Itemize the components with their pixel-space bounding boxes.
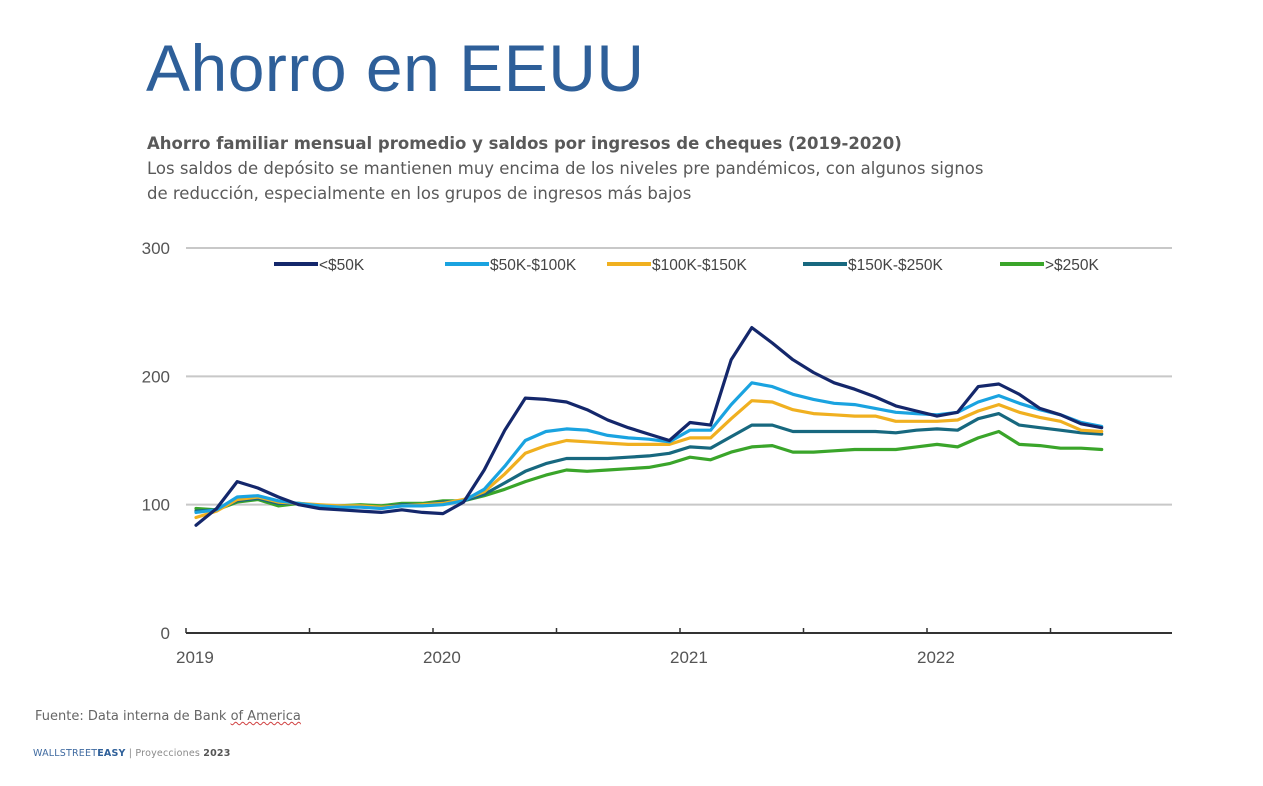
y-tick-label-100: 100 bbox=[142, 496, 170, 515]
legend-item-3: $150K-$250K bbox=[803, 257, 943, 274]
series-line-0 bbox=[194, 326, 1104, 527]
y-tick-label-200: 200 bbox=[142, 367, 170, 386]
legend-item-4: >$250K bbox=[1000, 257, 1100, 274]
brand-wallstreet: WALLSTREET bbox=[33, 748, 98, 759]
source-text-underlined: of America bbox=[230, 709, 301, 724]
legend-label: $50K-$100K bbox=[490, 257, 577, 274]
y-tick-label-300: 300 bbox=[142, 239, 170, 258]
brand-easy: EASY bbox=[97, 748, 126, 759]
page-title: Ahorro en EEUU bbox=[146, 31, 645, 105]
x-tick-label-2021: 2021 bbox=[670, 648, 708, 667]
line-chart: 0 100 200 300 2019 2020 2021 2022 <$50K $50K-$1… bbox=[142, 239, 1172, 667]
source-text: Fuente: Data interna de Bank bbox=[35, 709, 231, 724]
y-axis-tick-labels: 0 100 200 300 bbox=[142, 239, 170, 643]
legend-label: <$50K bbox=[319, 257, 365, 274]
legend-item-1: $50K-$100K bbox=[445, 257, 577, 274]
y-tick-label-0: 0 bbox=[161, 624, 170, 643]
legend-item-2: $100K-$150K bbox=[607, 257, 747, 274]
brand-year: 2023 bbox=[203, 748, 231, 759]
x-axis bbox=[185, 628, 1172, 634]
legend-label: >$250K bbox=[1045, 257, 1100, 274]
legend: <$50K $50K-$100K $100K-$150K $150K-$250K >$2… bbox=[274, 257, 1100, 274]
legend-label: $100K-$150K bbox=[652, 257, 747, 274]
brand-separator: | bbox=[125, 748, 136, 759]
chart-description-line-1: Los saldos de depósito se mantienen muy … bbox=[147, 159, 984, 178]
x-axis-tick-labels: 2019 2020 2021 2022 bbox=[176, 648, 955, 667]
chart-subtitle-block: Ahorro familiar mensual promedio y saldo… bbox=[147, 131, 1147, 206]
legend-label: $150K-$250K bbox=[848, 257, 943, 274]
legend-item-0: <$50K bbox=[274, 257, 365, 274]
x-tick-label-2019: 2019 bbox=[176, 648, 214, 667]
chart-title: Ahorro familiar mensual promedio y saldo… bbox=[147, 134, 902, 153]
gridlines bbox=[186, 247, 1172, 506]
series-lines bbox=[194, 326, 1104, 527]
brand-projections: Proyecciones bbox=[135, 748, 204, 759]
x-tick-label-2020: 2020 bbox=[423, 648, 461, 667]
series-line-3 bbox=[194, 412, 1104, 513]
source-note: Fuente: Data interna de Bank of America bbox=[35, 709, 301, 724]
x-tick-label-2022: 2022 bbox=[917, 648, 955, 667]
brand-footer: WALLSTREETEASY | Proyecciones 2023 bbox=[33, 748, 231, 759]
series-line-2 bbox=[194, 399, 1104, 520]
chart-description-line-2: de reducción, especialmente en los grupo… bbox=[147, 184, 692, 203]
